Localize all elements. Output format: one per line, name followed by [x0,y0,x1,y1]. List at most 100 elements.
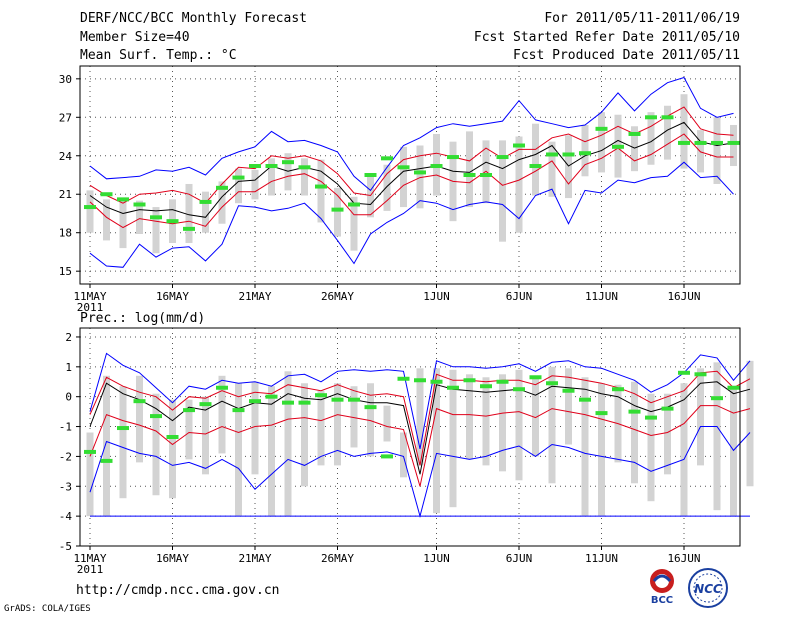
range-box [532,123,539,196]
x-tick-label: 1JUN [423,290,450,303]
observed-bar [84,205,96,210]
y-tick-label: 15 [59,265,72,278]
mean-line [89,121,734,218]
range-box [284,153,292,191]
footer-grads-credit: GrADS: COLA/IGES [4,604,91,614]
min-line [89,161,734,268]
range-box [185,183,193,243]
range-box [152,393,160,496]
range-box [499,140,506,242]
range-box [251,381,259,475]
x-tick-label: 26MAY [321,552,354,565]
y-tick-label: -1 [59,421,72,434]
observed-bar [661,115,674,120]
chart-panel-1: -5 -4 -3 -2 -1 0 1 2 11MAY 16MAY 21MAY 26MAY 1JUN 6JU… [59,327,754,576]
range-box [350,196,358,251]
observed-bar [430,164,443,169]
observed-bar [150,215,162,220]
range-box [218,375,226,454]
range-box [383,164,391,211]
y-tick-label: 21 [59,188,72,201]
observed-bar [282,160,294,165]
observed-bar [463,378,476,383]
observed-bar [546,152,558,157]
range-box [317,390,325,466]
range-box [631,126,638,172]
observed-bar [628,131,641,136]
range-box [581,377,589,517]
y-tick-label: 30 [59,73,72,86]
range-box [86,190,94,233]
p90-line [89,106,734,204]
range-box [746,360,754,487]
x-tick-label: 21MAY [238,552,271,565]
observed-bar [364,173,377,177]
footer-url[interactable]: http://cmdp.ncc.cma.gov.cn [76,583,280,598]
x-tick-label: 26MAY [321,290,354,303]
p10-line [89,405,751,487]
observed-bar [381,454,393,459]
range-box [515,369,523,481]
observed-bar [727,140,740,145]
observed-bar [331,397,344,402]
observed-bar [166,219,179,224]
observed-bar [100,458,113,463]
y-tick-label: 24 [59,150,73,163]
observed-bar [513,387,525,392]
observed-bar [529,164,542,169]
observed-bar [117,426,129,431]
observed-bar [727,385,740,390]
observed-bar [348,397,360,402]
observed-bar [249,399,261,404]
range-box [548,366,556,484]
min-line [89,426,751,519]
ncc-logo-inner-ring [693,573,723,603]
range-box [367,383,374,457]
observed-bar [216,385,228,390]
observed-bar [612,387,624,392]
range-box [119,386,127,499]
range-box [713,117,721,184]
range-box [383,405,391,442]
y-tick-label: 0 [65,391,72,404]
range-box [730,124,737,167]
x-tick-label: 6JUN [506,290,533,303]
observed-bar [496,155,509,160]
observed-bar [166,435,179,439]
range-box [268,158,275,196]
range-box [631,381,638,484]
max-line [89,352,751,450]
range-box [251,169,259,200]
y-tick-label: 2 [65,331,72,344]
start-date-label: Fcst Started Refer Date 2011/05/10 [473,30,740,45]
range-box [284,371,292,517]
plot-frame [79,327,741,547]
range-box [664,105,671,160]
observed-bar [595,411,608,416]
observed-bar [183,408,195,413]
y-tick-label: -3 [59,480,72,493]
forecast-period-label: For 2011/05/11-2011/06/19 [544,11,740,26]
range-box [400,146,407,208]
observed-bar [579,397,591,402]
chart-title: DERF/NCC/BCC Monthly Forecast [80,11,307,26]
observed-bar [529,375,542,380]
observed-bar [397,376,410,381]
observed-bar [397,165,410,170]
observed-bar [315,393,327,398]
observed-bar [595,126,608,131]
observed-bar [414,170,426,175]
range-box [565,135,572,199]
x-tick-label: 11MAY [73,552,106,565]
range-box [680,94,688,169]
max-line [89,76,734,192]
range-box [647,393,655,502]
observed-bar [694,372,707,377]
y-tick-label: -5 [59,540,72,553]
y-tick-label: -2 [59,450,72,463]
observed-bar [249,164,261,169]
observed-bar [364,405,377,410]
range-box [103,199,110,241]
range-box [416,145,424,209]
